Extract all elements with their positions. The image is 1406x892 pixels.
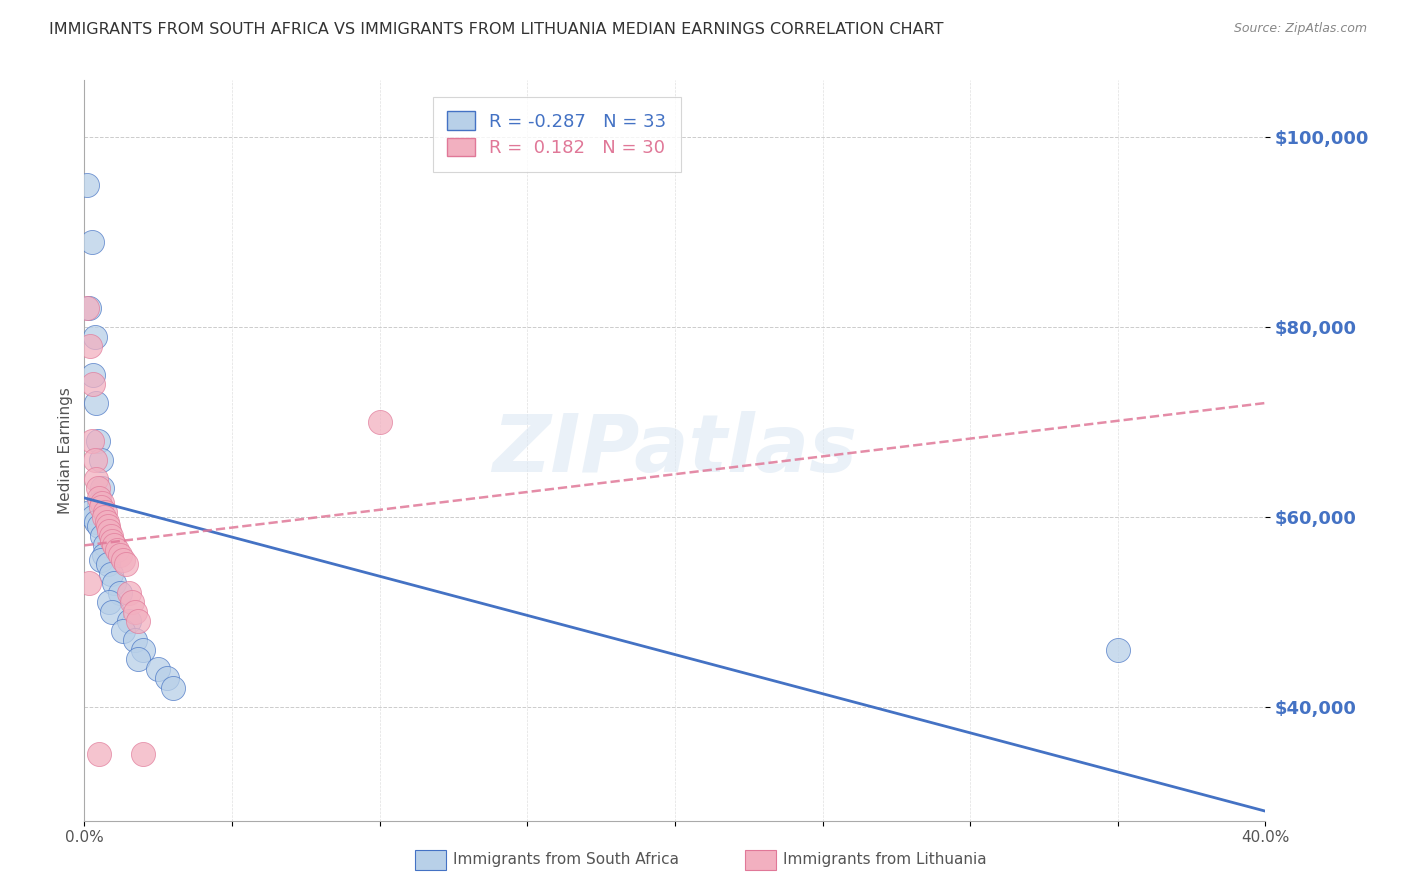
Point xyxy=(108,586,131,600)
Point xyxy=(94,538,117,552)
Point xyxy=(118,586,141,600)
Point xyxy=(124,633,146,648)
Point xyxy=(97,519,120,533)
Point xyxy=(105,543,128,558)
Point xyxy=(84,515,107,529)
Point xyxy=(108,548,131,562)
Point xyxy=(76,178,98,192)
Point xyxy=(96,515,118,529)
Point xyxy=(132,747,155,762)
Point xyxy=(114,558,136,572)
Point xyxy=(91,496,114,510)
Point xyxy=(86,434,108,448)
Point xyxy=(80,235,103,249)
Point xyxy=(93,548,115,562)
Point xyxy=(121,595,143,609)
Point xyxy=(162,681,184,695)
Point xyxy=(90,500,112,515)
Point xyxy=(368,415,391,429)
Text: IMMIGRANTS FROM SOUTH AFRICA VS IMMIGRANTS FROM LITHUANIA MEDIAN EARNINGS CORREL: IMMIGRANTS FROM SOUTH AFRICA VS IMMIGRAN… xyxy=(49,22,943,37)
Point xyxy=(87,496,111,510)
Point xyxy=(79,505,101,519)
Point xyxy=(156,671,179,685)
Point xyxy=(82,509,104,524)
Point xyxy=(76,301,98,315)
Point xyxy=(77,301,100,315)
Point xyxy=(87,747,111,762)
Point xyxy=(87,491,111,505)
Point xyxy=(83,453,105,467)
Point xyxy=(83,329,105,343)
Point xyxy=(103,538,125,552)
Point xyxy=(84,396,107,410)
Point xyxy=(84,472,107,486)
Point xyxy=(91,482,114,496)
Point xyxy=(98,595,121,609)
Point xyxy=(87,519,111,533)
Text: Source: ZipAtlas.com: Source: ZipAtlas.com xyxy=(1233,22,1367,36)
Point xyxy=(103,576,125,591)
Point xyxy=(98,524,121,538)
Point xyxy=(79,339,101,353)
Point xyxy=(118,615,141,629)
Point xyxy=(82,377,104,392)
Point xyxy=(132,642,155,657)
Point xyxy=(90,552,112,566)
Point xyxy=(100,566,122,581)
Point xyxy=(1107,642,1129,657)
Point xyxy=(97,558,120,572)
Point xyxy=(80,434,103,448)
Point xyxy=(127,615,149,629)
Text: Immigrants from South Africa: Immigrants from South Africa xyxy=(453,853,679,867)
Point xyxy=(100,529,122,543)
Legend: R = -0.287   N = 33, R =  0.182   N = 30: R = -0.287 N = 33, R = 0.182 N = 30 xyxy=(433,96,681,171)
Text: ZIPatlas: ZIPatlas xyxy=(492,411,858,490)
Point xyxy=(90,453,112,467)
Point xyxy=(101,605,124,619)
Point xyxy=(111,552,134,566)
Point xyxy=(101,533,124,548)
Point xyxy=(86,482,108,496)
Point xyxy=(111,624,134,638)
Point xyxy=(91,529,114,543)
Point xyxy=(94,505,117,519)
Point xyxy=(127,652,149,666)
Point xyxy=(148,662,170,676)
Point xyxy=(93,509,115,524)
Point xyxy=(77,576,100,591)
Text: Immigrants from Lithuania: Immigrants from Lithuania xyxy=(783,853,987,867)
Y-axis label: Median Earnings: Median Earnings xyxy=(58,387,73,514)
Point xyxy=(124,605,146,619)
Point xyxy=(82,368,104,382)
